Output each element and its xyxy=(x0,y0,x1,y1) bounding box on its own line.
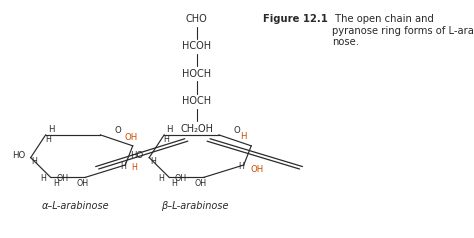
Text: H: H xyxy=(131,163,137,172)
Text: O: O xyxy=(233,126,240,135)
Text: The open chain and
pyranose ring forms of L-arabi-
nose.: The open chain and pyranose ring forms o… xyxy=(332,14,474,47)
Text: HO: HO xyxy=(12,151,25,160)
Text: α–L-arabinose: α–L-arabinose xyxy=(42,201,109,211)
Text: CH₂OH: CH₂OH xyxy=(180,124,213,134)
Text: HOCH: HOCH xyxy=(182,69,211,79)
Text: H: H xyxy=(53,179,59,188)
Text: Figure 12.1: Figure 12.1 xyxy=(263,14,328,24)
Text: H: H xyxy=(164,135,169,144)
Text: β–L-arabinose: β–L-arabinose xyxy=(161,201,228,211)
Text: HOCH: HOCH xyxy=(182,96,211,106)
Text: H: H xyxy=(150,157,156,166)
Text: O: O xyxy=(115,126,121,135)
Text: H: H xyxy=(120,162,126,171)
Text: H: H xyxy=(166,125,173,134)
Text: OH: OH xyxy=(251,165,264,174)
Text: H: H xyxy=(172,179,178,188)
Text: OH: OH xyxy=(124,133,137,142)
Text: OH: OH xyxy=(175,174,187,183)
Text: H: H xyxy=(40,174,46,183)
Text: OH: OH xyxy=(56,174,68,183)
Text: H: H xyxy=(45,135,51,144)
Text: H: H xyxy=(158,174,164,183)
Text: OH: OH xyxy=(195,179,207,188)
Text: HCOH: HCOH xyxy=(182,41,211,51)
Text: H: H xyxy=(240,132,246,141)
Text: CHO: CHO xyxy=(186,14,208,24)
Text: H: H xyxy=(48,125,55,134)
Text: H: H xyxy=(238,162,244,171)
Text: H: H xyxy=(32,157,37,166)
Text: OH: OH xyxy=(76,179,88,188)
Text: HO: HO xyxy=(130,151,144,160)
